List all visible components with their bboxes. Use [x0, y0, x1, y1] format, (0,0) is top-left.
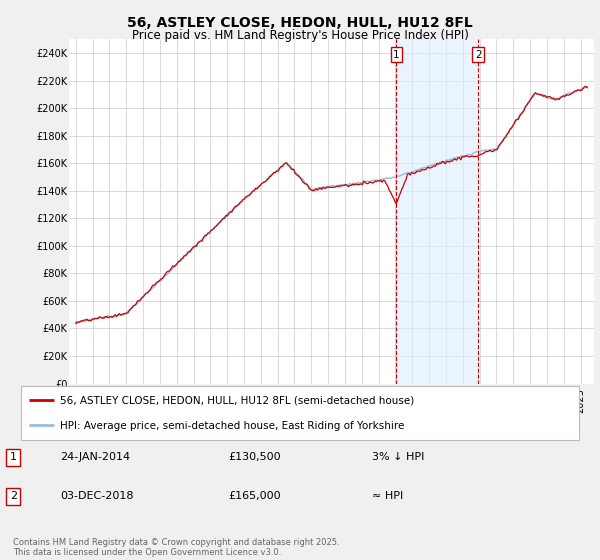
Text: Contains HM Land Registry data © Crown copyright and database right 2025.
This d: Contains HM Land Registry data © Crown c…	[13, 538, 340, 557]
Text: 03-DEC-2018: 03-DEC-2018	[60, 492, 133, 501]
Text: Price paid vs. HM Land Registry's House Price Index (HPI): Price paid vs. HM Land Registry's House …	[131, 29, 469, 42]
Text: 1: 1	[393, 49, 400, 59]
Text: 56, ASTLEY CLOSE, HEDON, HULL, HU12 8FL (semi-detached house): 56, ASTLEY CLOSE, HEDON, HULL, HU12 8FL …	[60, 396, 415, 406]
Bar	[397, 39, 478, 384]
Text: 56, ASTLEY CLOSE, HEDON, HULL, HU12 8FL: 56, ASTLEY CLOSE, HEDON, HULL, HU12 8FL	[127, 16, 473, 30]
Text: £130,500: £130,500	[228, 452, 281, 462]
Text: HPI: Average price, semi-detached house, East Riding of Yorkshire: HPI: Average price, semi-detached house,…	[60, 421, 404, 431]
Text: 2: 2	[10, 492, 17, 501]
Text: ≈ HPI: ≈ HPI	[372, 492, 403, 501]
Text: 3% ↓ HPI: 3% ↓ HPI	[372, 452, 424, 462]
Text: 1: 1	[10, 452, 17, 462]
Text: 2: 2	[475, 49, 482, 59]
Text: 24-JAN-2014: 24-JAN-2014	[60, 452, 130, 462]
Text: £165,000: £165,000	[228, 492, 281, 501]
